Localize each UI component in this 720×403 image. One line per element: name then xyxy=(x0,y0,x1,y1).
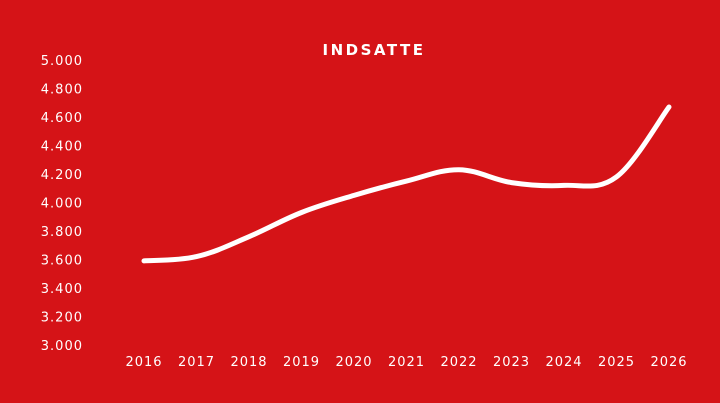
series-line xyxy=(141,104,672,264)
data-point xyxy=(352,193,357,198)
y-tick-label: 5.000 xyxy=(41,54,83,69)
y-tick-label: 3.200 xyxy=(41,311,83,326)
data-point xyxy=(614,174,619,179)
y-tick-label: 3.400 xyxy=(41,282,83,297)
x-tick-label: 2025 xyxy=(598,355,635,370)
chart-title: INDSATTE xyxy=(323,41,426,59)
x-tick-label: 2020 xyxy=(335,355,372,370)
y-tick-label: 4.400 xyxy=(41,140,83,155)
x-tick-label: 2021 xyxy=(388,355,425,370)
data-point xyxy=(142,258,147,263)
data-point xyxy=(299,210,304,215)
x-tick-label: 2019 xyxy=(283,355,320,370)
data-point xyxy=(667,105,672,110)
data-point xyxy=(404,179,409,184)
x-tick-label: 2023 xyxy=(493,355,530,370)
x-tick-label: 2024 xyxy=(545,355,582,370)
data-point xyxy=(194,254,199,259)
series-layer xyxy=(141,104,672,264)
data-point xyxy=(247,234,252,239)
y-tick-label: 4.200 xyxy=(41,168,83,183)
y-tick-label: 3.000 xyxy=(41,339,83,354)
y-tick-label: 3.600 xyxy=(41,254,83,269)
y-tick-label: 3.800 xyxy=(41,225,83,240)
x-tick-label: 2018 xyxy=(230,355,267,370)
y-tick-label: 4.600 xyxy=(41,111,83,126)
y-tick-label: 4.000 xyxy=(41,197,83,212)
y-tick-label: 4.800 xyxy=(41,83,83,98)
y-axis: 3.000 3.200 3.400 3.600 3.800 4.000 4.200 4.400… xyxy=(41,54,83,354)
x-tick-label: 2022 xyxy=(440,355,477,370)
data-point xyxy=(562,183,567,188)
x-tick-label: 2017 xyxy=(178,355,215,370)
x-axis: 2016 2017 2018 2019 2020 2021 2022 2023 2024 2025… xyxy=(125,355,687,370)
x-tick-label: 2016 xyxy=(125,355,162,370)
x-tick-label: 2026 xyxy=(650,355,687,370)
data-point xyxy=(457,167,462,172)
data-point xyxy=(509,180,514,185)
